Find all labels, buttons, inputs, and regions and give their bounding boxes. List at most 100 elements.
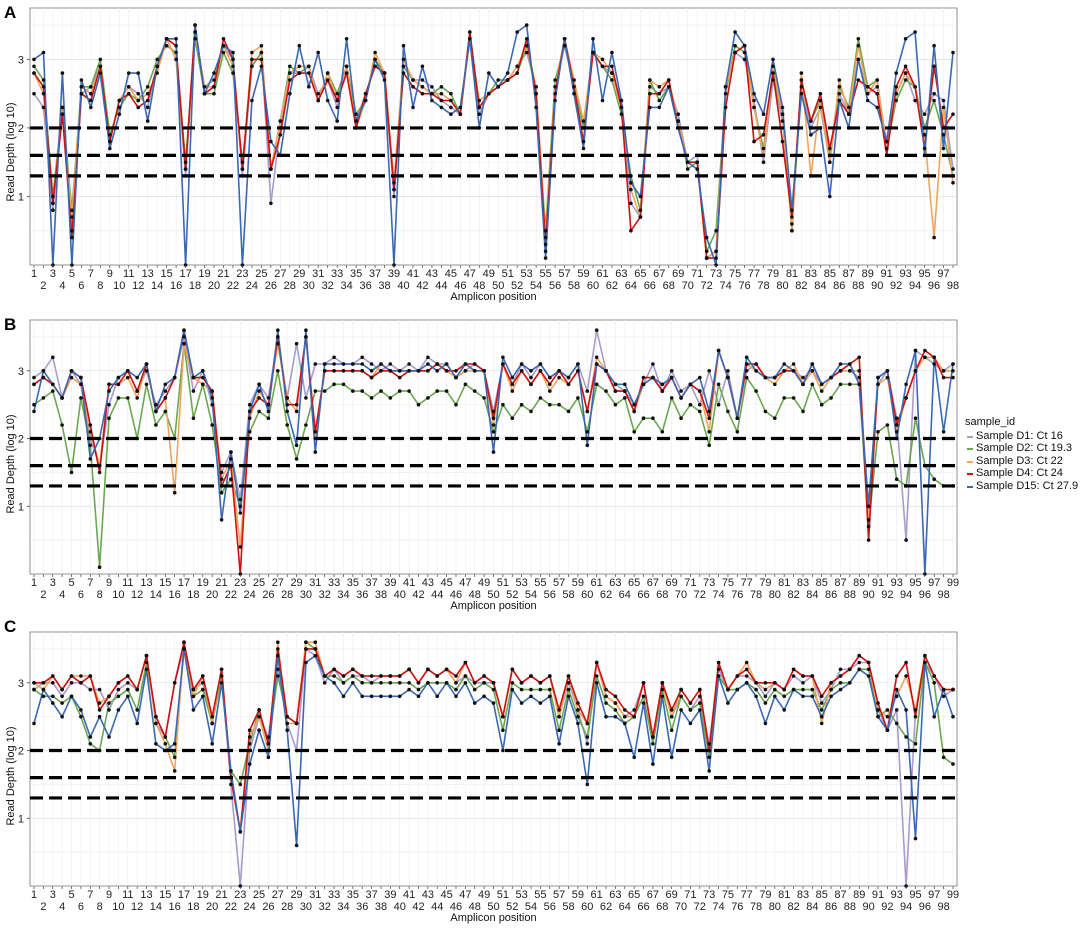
data-point <box>543 249 548 254</box>
data-point <box>69 369 74 373</box>
data-point <box>201 674 205 678</box>
data-point <box>145 98 150 103</box>
data-point <box>557 728 561 732</box>
data-point <box>351 674 355 678</box>
data-point <box>838 382 843 387</box>
data-point <box>604 701 608 705</box>
data-point <box>771 57 775 62</box>
data-point <box>266 416 271 421</box>
data-point <box>903 78 908 82</box>
x-tick-label: 29 <box>293 268 305 280</box>
x-tick-label: 92 <box>881 589 893 601</box>
data-point <box>698 708 702 712</box>
data-point <box>221 50 226 55</box>
data-point <box>801 382 805 387</box>
data-point <box>922 112 927 116</box>
data-point <box>288 64 292 69</box>
data-point <box>524 23 529 27</box>
data-point <box>88 423 93 427</box>
data-point <box>780 139 785 144</box>
data-point <box>401 71 406 75</box>
data-point <box>482 674 486 678</box>
data-point <box>752 91 756 96</box>
x-tick-label: 68 <box>663 280 675 292</box>
data-point <box>763 375 768 380</box>
data-point <box>202 85 207 89</box>
data-point <box>623 396 627 400</box>
data-point <box>247 742 252 746</box>
data-point <box>610 78 614 82</box>
x-tick-label: 77 <box>741 577 753 589</box>
data-point <box>885 369 890 373</box>
x-tick-label: 56 <box>544 589 556 601</box>
data-point <box>297 71 302 75</box>
x-tick-label: 36 <box>356 589 368 601</box>
x-tick-label: 72 <box>701 280 713 292</box>
data-point <box>382 78 387 82</box>
data-point <box>576 362 580 366</box>
data-point <box>707 416 711 421</box>
data-point <box>341 369 346 373</box>
x-tick-label: 7 <box>87 577 93 589</box>
data-point <box>491 681 496 685</box>
data-point <box>553 91 557 96</box>
data-point <box>648 91 652 96</box>
data-point <box>884 139 889 144</box>
x-tick-label: 49 <box>483 268 495 280</box>
data-point <box>416 402 421 407</box>
x-tick-label: 62 <box>600 901 612 913</box>
x-tick-label: 34 <box>337 901 349 913</box>
data-point <box>510 375 515 380</box>
legend-label-d3: Sample D3: Ct 22 <box>976 454 1063 467</box>
x-tick-label: 24 <box>244 589 256 601</box>
data-point <box>397 674 402 678</box>
data-point <box>594 660 599 665</box>
data-point <box>41 375 46 380</box>
data-point <box>491 409 496 414</box>
data-point <box>837 78 842 82</box>
data-point <box>266 396 271 400</box>
data-point <box>144 653 149 658</box>
data-point <box>733 43 737 48</box>
data-point <box>430 85 434 89</box>
x-tick-label: 99 <box>947 577 959 589</box>
y-axis-title: Read Depth (log 10) <box>5 102 17 201</box>
data-point <box>809 133 813 137</box>
data-point <box>773 694 777 699</box>
data-point <box>638 208 643 212</box>
data-point <box>829 375 833 380</box>
data-point <box>369 362 374 366</box>
data-point <box>341 362 346 366</box>
data-point <box>744 681 749 685</box>
x-tick-label: 51 <box>502 268 514 280</box>
data-point <box>266 755 271 760</box>
data-point <box>60 701 64 705</box>
data-point <box>951 687 955 692</box>
x-tick-label: 87 <box>834 577 846 589</box>
data-point <box>238 497 243 502</box>
data-point <box>126 681 130 685</box>
x-tick-label: 12 <box>132 280 144 292</box>
data-point <box>313 640 318 644</box>
data-point <box>744 362 749 366</box>
data-point <box>354 119 358 123</box>
x-tick-label: 49 <box>478 889 490 901</box>
data-point <box>325 78 330 82</box>
data-point <box>97 714 102 719</box>
data-point <box>838 362 843 366</box>
x-tick-label: 52 <box>506 901 518 913</box>
data-point <box>685 167 690 171</box>
data-point <box>629 187 633 192</box>
data-point <box>857 660 861 665</box>
data-point <box>247 735 252 739</box>
data-point <box>903 71 908 75</box>
panel-label: A <box>4 3 16 22</box>
data-point <box>847 105 851 110</box>
x-tick-label: 11 <box>123 268 134 280</box>
data-point <box>332 362 336 366</box>
data-point <box>79 375 83 380</box>
x-tick-label: 31 <box>309 889 321 901</box>
data-point <box>610 64 614 69</box>
data-point <box>288 71 292 75</box>
data-point <box>576 369 580 373</box>
